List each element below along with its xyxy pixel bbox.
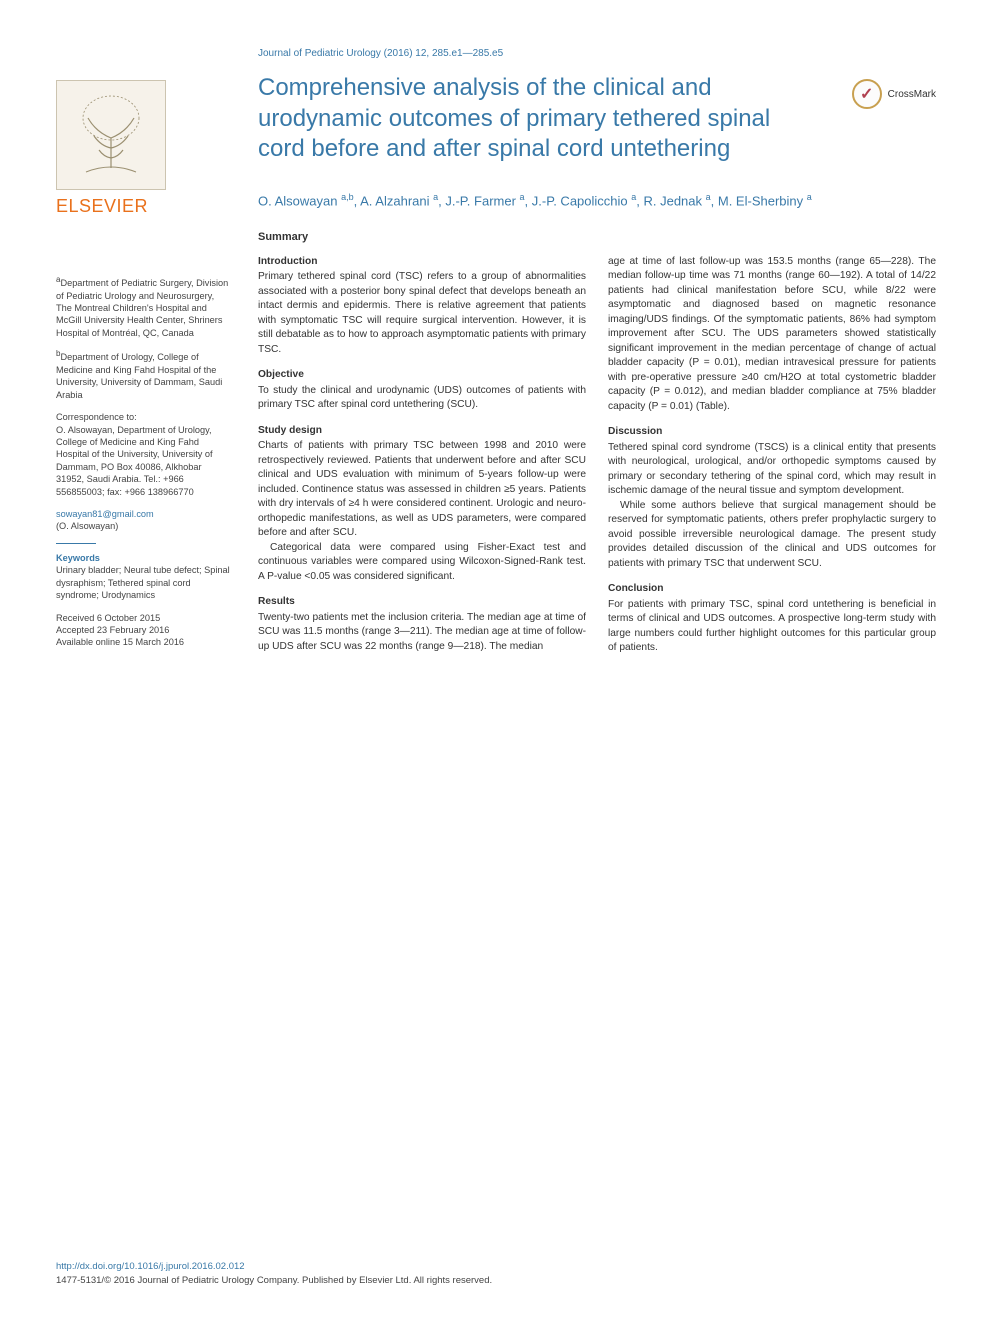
objective-text: To study the clinical and urodynamic (UD… xyxy=(258,384,586,413)
conclusion-text: For patients with primary TSC, spinal co… xyxy=(608,598,936,656)
design-heading: Study design xyxy=(258,424,586,438)
page-footer: http://dx.doi.org/10.1016/j.jpurol.2016.… xyxy=(56,1260,492,1287)
article-dates: Received 6 October 2015 Accepted 23 Febr… xyxy=(56,612,230,649)
copyright-line: 1477-5131/© 2016 Journal of Pediatric Ur… xyxy=(56,1274,492,1287)
discussion-heading: Discussion xyxy=(608,425,936,439)
keywords: KeywordsUrinary bladder; Neural tube def… xyxy=(56,552,230,602)
correspondence: Correspondence to:O. Alsowayan, Departme… xyxy=(56,411,230,498)
journal-reference: Journal of Pediatric Urology (2016) 12, … xyxy=(258,48,936,59)
crossmark-label: CrossMark xyxy=(888,89,936,100)
summary-heading: Summary xyxy=(258,231,936,243)
results-text-2: age at time of last follow-up was 153.5 … xyxy=(608,255,936,414)
crossmark-widget[interactable]: ✓ CrossMark xyxy=(852,79,936,109)
results-heading: Results xyxy=(258,595,586,609)
crossmark-icon: ✓ xyxy=(852,79,882,109)
author-list: O. Alsowayan a,b, A. Alzahrani a, J.-P. … xyxy=(258,191,936,211)
doi-link[interactable]: http://dx.doi.org/10.1016/j.jpurol.2016.… xyxy=(56,1260,492,1273)
elsevier-wordmark: ELSEVIER xyxy=(56,196,186,217)
author-email[interactable]: sowayan81@gmail.com(O. Alsowayan) xyxy=(56,508,230,533)
intro-heading: Introduction xyxy=(258,255,586,269)
affiliation-b: bDepartment of Urology, College of Medic… xyxy=(56,349,230,401)
intro-text: Primary tethered spinal cord (TSC) refer… xyxy=(258,270,586,357)
design-text-2: Categorical data were compared using Fis… xyxy=(258,541,586,584)
abstract-body: Introduction Primary tethered spinal cor… xyxy=(258,255,936,660)
publisher-logo-block: ELSEVIER xyxy=(56,80,186,217)
elsevier-tree-icon xyxy=(56,80,166,190)
objective-heading: Objective xyxy=(258,368,586,382)
results-text-1: Twenty-two patients met the inclusion cr… xyxy=(258,611,586,654)
discussion-text-1: Tethered spinal cord syndrome (TSCS) is … xyxy=(608,441,936,499)
conclusion-heading: Conclusion xyxy=(608,582,936,596)
article-sidebar: aDepartment of Pediatric Surgery, Divisi… xyxy=(56,191,230,660)
article-content: O. Alsowayan a,b, A. Alzahrani a, J.-P. … xyxy=(258,191,936,660)
discussion-text-2: While some authors believe that surgical… xyxy=(608,499,936,571)
affiliation-a: aDepartment of Pediatric Surgery, Divisi… xyxy=(56,275,230,339)
design-text-1: Charts of patients with primary TSC betw… xyxy=(258,439,586,540)
sidebar-separator xyxy=(56,543,96,544)
article-title: Comprehensive analysis of the clinical a… xyxy=(258,73,852,165)
